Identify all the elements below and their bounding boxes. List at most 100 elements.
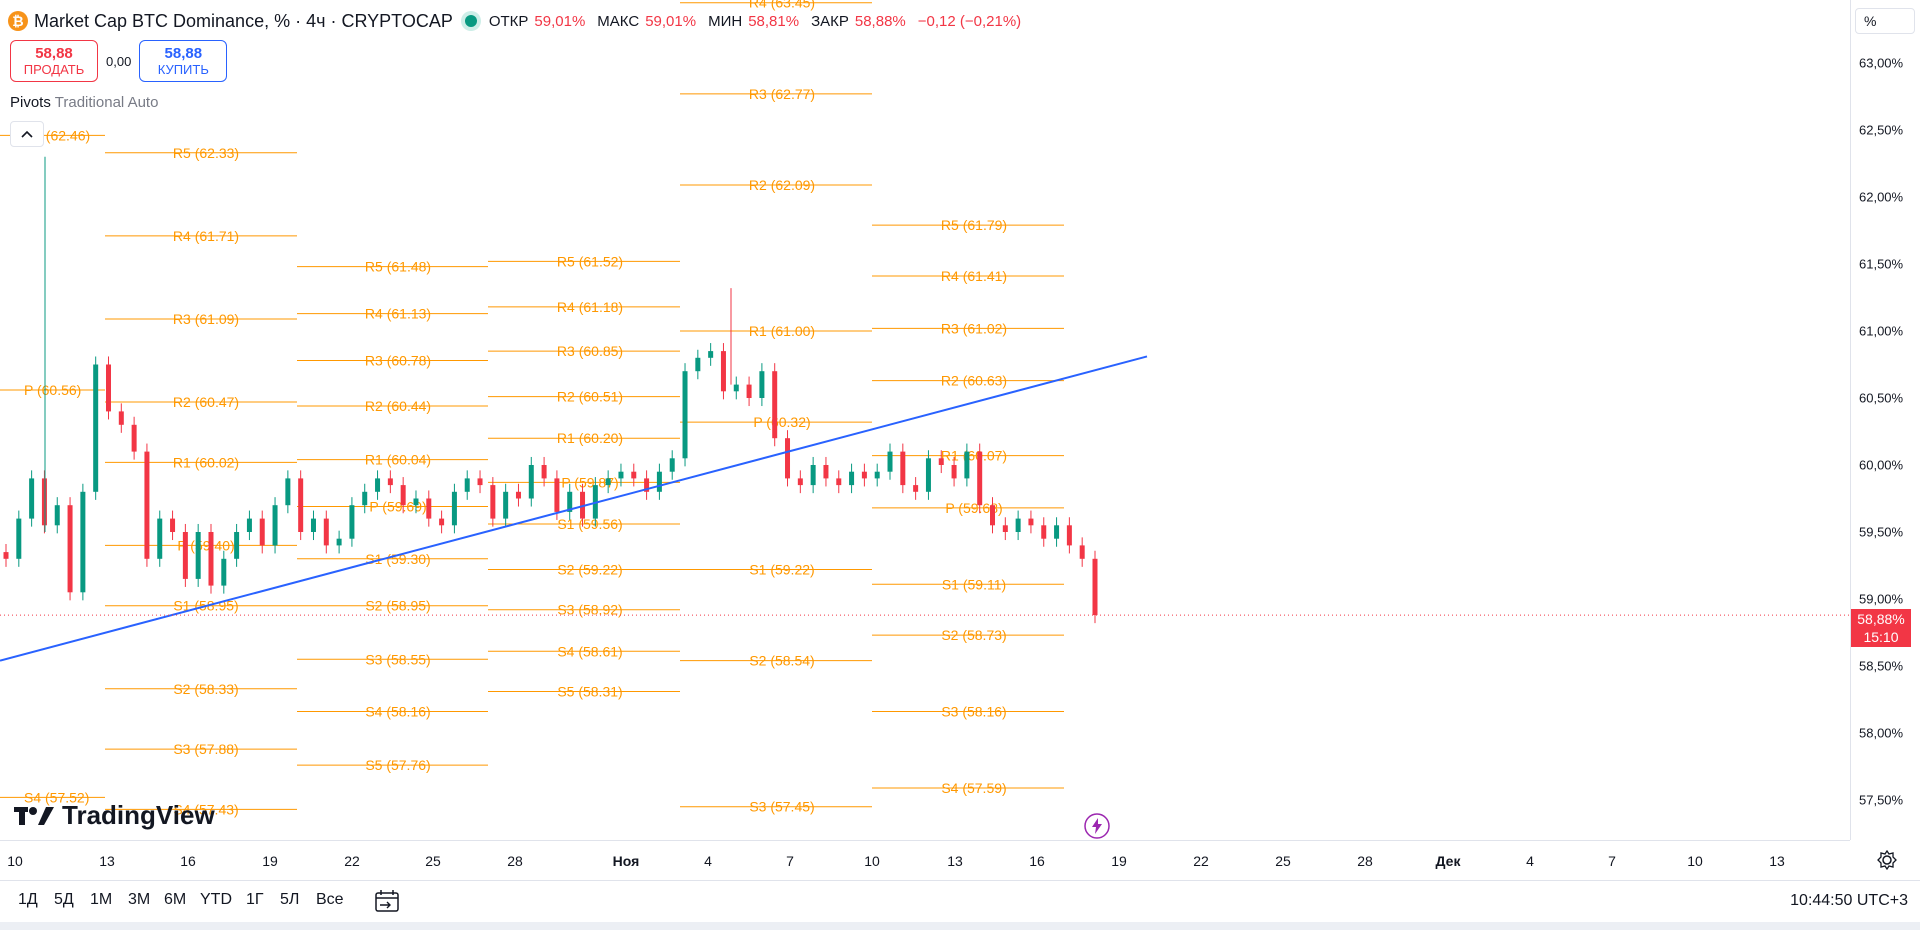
pivot-level-label: R5 (61.52) bbox=[557, 253, 623, 269]
candle-body bbox=[1002, 525, 1008, 532]
candle-body bbox=[618, 471, 624, 479]
period-button[interactable]: 1Г bbox=[246, 891, 264, 908]
pivot-level-label: S5 (57.76) bbox=[365, 757, 430, 773]
bottom-toolbar: 1Д 5Д 1М 3М 6М YTD 1Г 5Л Все 10:44:50 UTC+3 bbox=[0, 880, 1920, 923]
pivot-level-label: R3 (61.09) bbox=[173, 311, 239, 327]
candle-body bbox=[528, 465, 534, 499]
candle-body bbox=[54, 505, 60, 526]
pivot-level-label: S2 (58.95) bbox=[365, 598, 430, 614]
candle-body bbox=[785, 438, 791, 479]
high-label: МАКС bbox=[597, 12, 640, 30]
period-button[interactable]: 5Д bbox=[54, 891, 74, 908]
time-tick-label: 28 bbox=[1357, 853, 1373, 869]
candle-body bbox=[362, 491, 368, 506]
pivot-level-label: R1 (61.00) bbox=[749, 323, 815, 339]
collapse-legend-button[interactable] bbox=[10, 121, 44, 147]
pivot-level-label: R3 (60.78) bbox=[365, 352, 431, 368]
pivot-level-label: S4 (57.52) bbox=[24, 789, 89, 805]
buy-price: 58,88 bbox=[164, 45, 203, 62]
price-tick-label: 57,50% bbox=[1859, 792, 1904, 808]
pivot-level-label: R4 (61.71) bbox=[173, 228, 239, 244]
candle-body bbox=[695, 357, 701, 372]
pivot-level-label: R5 (61.48) bbox=[365, 259, 431, 275]
candle-body bbox=[310, 518, 316, 532]
candle-body bbox=[490, 485, 496, 519]
symbol-title[interactable]: Market Cap BTC Dominance, % · 4ч · CRYPT… bbox=[34, 10, 453, 31]
period-button[interactable]: Все bbox=[316, 891, 344, 908]
candle-body bbox=[682, 371, 688, 459]
tradingview-logo[interactable]: TradingView bbox=[14, 800, 215, 831]
candle-body bbox=[887, 451, 893, 472]
candle-body bbox=[836, 478, 842, 486]
pivot-level-label: S2 (58.73) bbox=[941, 627, 1006, 643]
candle-body bbox=[823, 465, 829, 479]
period-button[interactable]: 5Л bbox=[280, 891, 300, 908]
price-scale[interactable]: 63,00% 62,50% 62,00% 61,50% 61,00% 60,50% 60,0… bbox=[1850, 0, 1920, 840]
candle-body bbox=[1092, 558, 1098, 616]
pivot-level-label: R4 (61.13) bbox=[365, 306, 431, 322]
high-value: 59,01% bbox=[645, 12, 697, 30]
pivot-level-label: S3 (58.55) bbox=[365, 651, 430, 667]
time-tick-label: 28 bbox=[507, 853, 523, 869]
settings-gear-icon[interactable] bbox=[1877, 849, 1897, 871]
period-button[interactable]: 3М bbox=[128, 891, 151, 908]
candle-body bbox=[41, 478, 47, 526]
time-tick-label: 7 bbox=[786, 853, 794, 869]
time-axis[interactable]: 10 13 16 19 22 25 28 Ноя 4 7 10 13 16 19 22 25 28 Дек 4 7 10… bbox=[0, 840, 1850, 881]
chart-area[interactable]: R3 (62.46) P (60.56) S4 (57.52) R5 (62.33) R… bbox=[0, 0, 1850, 840]
change-value: −0,12 (−0,21%) bbox=[917, 12, 1022, 30]
time-tick-label: 16 bbox=[1029, 853, 1045, 869]
candle-body bbox=[3, 552, 9, 559]
candle-body bbox=[964, 451, 970, 479]
candle-body bbox=[144, 451, 150, 559]
sell-button[interactable]: 58,88 ПРОДАТЬ bbox=[10, 40, 98, 82]
candle-body bbox=[464, 478, 470, 492]
clock-timezone[interactable]: 10:44:50 UTC+3 bbox=[1790, 892, 1908, 909]
price-tick-label: 58,50% bbox=[1859, 658, 1904, 674]
candle-body bbox=[541, 465, 547, 479]
market-status-icon[interactable] bbox=[464, 15, 477, 27]
indicator-legend[interactable]: Pivots Traditional Auto bbox=[10, 94, 158, 111]
candle-body bbox=[285, 478, 291, 506]
period-button[interactable]: YTD bbox=[200, 891, 232, 908]
candle-body bbox=[1041, 525, 1047, 539]
period-button[interactable]: 1М bbox=[90, 891, 113, 908]
candle-body bbox=[67, 505, 73, 593]
pivot-level-label: S3 (57.45) bbox=[749, 799, 814, 815]
pivot-level-label: S3 (57.88) bbox=[173, 741, 238, 757]
chart-canvas[interactable]: R3 (62.46)P (60.56)S4 (57.52)R5 (62.33)R… bbox=[0, 0, 1850, 840]
bolt-icon[interactable] bbox=[1083, 812, 1111, 840]
pivot-level-label: S4 (57.43) bbox=[173, 801, 238, 817]
candle-body bbox=[80, 491, 86, 593]
candle-body bbox=[900, 451, 906, 486]
time-tick-label: 10 bbox=[1687, 853, 1703, 869]
period-button[interactable]: 1Д bbox=[18, 891, 38, 908]
pivot-level-label: P (59.40) bbox=[177, 537, 234, 553]
price-tick-label: 61,50% bbox=[1859, 256, 1904, 272]
pivot-level-label: R3 (61.02) bbox=[941, 320, 1007, 336]
pivot-level-label: R1 (60.20) bbox=[557, 430, 623, 446]
pivot-level-label: S3 (58.92) bbox=[557, 602, 622, 618]
close-label: ЗАКР bbox=[811, 12, 849, 30]
pivot-level-label: R2 (60.44) bbox=[365, 398, 431, 414]
period-button[interactable]: 6М bbox=[164, 891, 187, 908]
candle-body bbox=[990, 505, 996, 526]
spread-value: 0,00 bbox=[106, 53, 132, 69]
buy-button[interactable]: 58,88 КУПИТЬ bbox=[139, 40, 228, 82]
candle-body bbox=[554, 478, 560, 512]
time-tick-label: 22 bbox=[1193, 853, 1209, 869]
bottom-strip bbox=[0, 922, 1920, 930]
scale-unit-button[interactable]: % bbox=[1855, 8, 1915, 34]
time-tick-label: 10 bbox=[864, 853, 880, 869]
pivot-level-label: P (59.69) bbox=[369, 499, 426, 515]
candle-body bbox=[1079, 545, 1085, 559]
pivot-level-label: S2 (58.54) bbox=[749, 653, 814, 669]
candle-body bbox=[426, 498, 432, 519]
candle-body bbox=[1066, 525, 1072, 546]
candle-body bbox=[182, 532, 188, 579]
time-tick-label: 4 bbox=[704, 853, 712, 869]
candle-body bbox=[797, 478, 803, 486]
candle-body bbox=[400, 485, 406, 506]
date-range-icon[interactable] bbox=[372, 887, 402, 915]
time-tick-label: 7 bbox=[1608, 853, 1616, 869]
